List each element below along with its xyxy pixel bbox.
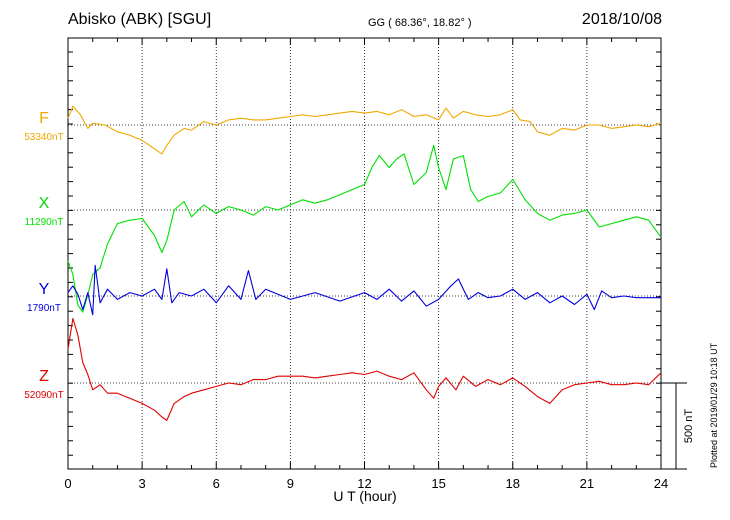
series-line-z [67, 317, 662, 421]
station-title: Abisko (ABK) [SGU] [68, 11, 212, 28]
x-tick-label: 15 [431, 476, 445, 491]
x-tick-label: 9 [287, 476, 294, 491]
x-tick-label: 18 [506, 476, 520, 491]
x-tick-label: 0 [64, 476, 71, 491]
series-name-y: Y [39, 281, 50, 298]
x-tick-label: 6 [213, 476, 220, 491]
x-tick-label: 12 [357, 476, 371, 491]
series-baseline-z: 52090nT [24, 390, 63, 401]
series-baseline-x: 11290nT [25, 217, 64, 228]
series-name-x: X [39, 195, 50, 212]
series-baseline-f: 53340nT [24, 132, 63, 143]
series-line-x [67, 144, 662, 313]
series-baseline-y: 1790nT [27, 303, 61, 314]
scale-bar-label: 500 nT [683, 409, 695, 444]
series-name-z: Z [39, 368, 49, 385]
date-label: 2018/10/08 [581, 11, 662, 28]
series-line-f [67, 105, 662, 155]
series-line-y [67, 264, 661, 316]
x-tick-label: 3 [139, 476, 146, 491]
series-name-f: F [39, 110, 49, 127]
geographic-coordinates: GG ( 68.36°, 18.82° ) [368, 17, 472, 29]
x-tick-label: 21 [580, 476, 594, 491]
x-tick-label: 24 [654, 476, 668, 491]
x-axis-label: U T (hour) [333, 488, 397, 504]
